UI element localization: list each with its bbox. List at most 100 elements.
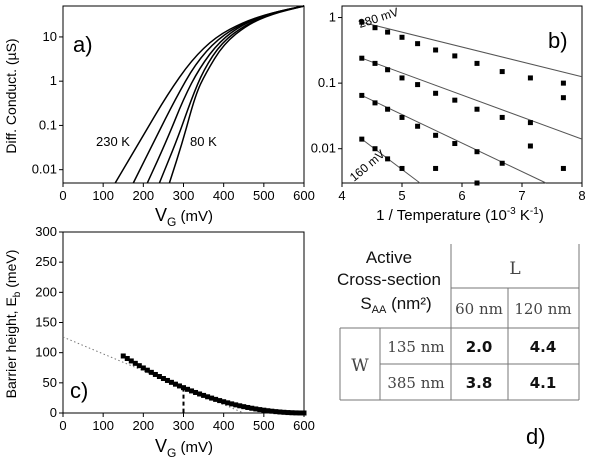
panel-c-point	[152, 371, 158, 377]
panel-a-annotation-80k: 80 K	[190, 134, 217, 149]
panel-c-point	[265, 408, 271, 414]
panel-c-xlabel-main: V	[155, 436, 167, 456]
panel-c-point	[229, 401, 235, 407]
panel-b-point	[527, 75, 533, 81]
panel-c-point	[233, 402, 239, 408]
panel-b-point	[399, 114, 405, 120]
panel-a: 0 100 200 300 400 500 600 0.01 0.1 1 10 230 K 80 K…	[3, 5, 315, 229]
panel-b-xlabel-unit-exp: -1	[530, 206, 539, 217]
panel-c-point	[237, 403, 243, 409]
panel-c-xtick-label: 100	[92, 418, 114, 433]
panel-c-point	[269, 408, 275, 414]
panel-a-annotation-230k: 230 K	[96, 134, 130, 149]
table-header-unit-text: (nm²)	[386, 294, 431, 313]
panel-c-xtick-label: 400	[213, 418, 235, 433]
panel-b-point	[527, 120, 533, 126]
panel-b-xtick-label: 5	[398, 188, 405, 203]
panel-b-fit-3	[361, 94, 547, 184]
table-row-label-135: 135 nm	[387, 338, 444, 356]
panel-c-point	[148, 369, 154, 375]
panel-a-curve-1	[114, 5, 305, 184]
panel-b-point	[433, 47, 439, 53]
panel-c-ylabel-sub: b	[12, 291, 23, 297]
panel-c-point	[193, 389, 199, 395]
table-header-unit-main: S	[360, 294, 371, 313]
panel-a-xlabel-unit: (mV)	[176, 208, 213, 225]
panel-b-point	[385, 106, 391, 112]
panel-b-point	[399, 165, 405, 171]
panel-c-point	[221, 399, 227, 405]
panel-b-point	[452, 53, 458, 59]
panel-b-xlabel-unit: K	[516, 207, 530, 224]
panel-c-xlabel: VG (mV)	[155, 436, 213, 460]
panel-b-point	[433, 132, 439, 138]
panel-b-xtick-label: 8	[578, 188, 585, 203]
panel-b-point	[372, 146, 378, 152]
table-header-unit-sub: AA	[372, 304, 387, 316]
panel-a-xtick-label: 500	[253, 188, 275, 203]
table-header-unit: SAA (nm²)	[360, 294, 431, 316]
panel-c-point	[209, 395, 215, 401]
panel-b-annotation-280mv: 280 mV	[357, 5, 401, 31]
panel-b-point	[527, 143, 533, 149]
panel-b-point	[385, 29, 391, 35]
panel-c-xtick-label: 300	[173, 418, 195, 433]
table-col-header-120: 120 nm	[514, 300, 571, 318]
panel-c-point	[132, 360, 138, 366]
panel-b-point	[433, 90, 439, 96]
panel-b-xlabel-close: )	[539, 207, 544, 224]
panel-c-point	[225, 400, 231, 406]
panel-c-point	[181, 385, 186, 391]
panel-b-point	[433, 165, 439, 171]
panel-b-xtick-label: 4	[338, 188, 345, 203]
panel-b-point	[359, 92, 365, 98]
panel-c-point	[197, 391, 203, 397]
panel-c-point	[281, 409, 287, 415]
table-cell-385-60: 3.8	[466, 374, 493, 392]
panel-b-point	[452, 97, 458, 103]
panel-b-ytick-label: 0.01	[311, 141, 336, 156]
panel-b-fit-4	[361, 138, 421, 184]
panel-a-ytick-label: 0.01	[32, 162, 57, 177]
panel-c-point	[164, 377, 170, 383]
panel-c-point	[297, 410, 303, 416]
panel-b-fit-2	[361, 57, 583, 140]
panel-c-xlabel-unit: (mV)	[176, 439, 213, 456]
panel-b-point	[474, 60, 480, 66]
panel-c-point	[136, 363, 142, 369]
panel-c-points	[120, 353, 307, 416]
panel-c-point	[172, 381, 178, 387]
panel-c-ytick-label: 300	[35, 224, 57, 239]
panel-c-ytick-label: 50	[43, 375, 57, 390]
table-cell-135-60: 2.0	[466, 338, 493, 356]
panel-b-point	[415, 123, 421, 129]
panel-b-ytick-label: 0.1	[318, 75, 336, 90]
panel-c-ylabel: Barrier height, Eb (meV)	[3, 250, 23, 399]
panel-b-point	[474, 106, 480, 112]
panel-b-point	[499, 69, 505, 75]
panel-a-xlabel: VG (mV)	[155, 205, 213, 229]
panel-c-point	[140, 365, 146, 371]
panel-b-points	[359, 19, 566, 186]
panel-c-point	[293, 410, 299, 416]
panel-b-point	[474, 180, 480, 186]
panel-b-point	[474, 149, 480, 155]
panel-b-fit-1	[361, 21, 583, 78]
panel-c-point	[185, 386, 191, 392]
panel-a-frame	[62, 5, 305, 184]
panel-c-point	[253, 406, 259, 412]
panel-c-ytick-label: 200	[35, 284, 57, 299]
panel-c-point	[241, 404, 247, 410]
panel-b-point	[372, 25, 378, 31]
panel-c-point	[245, 404, 251, 410]
panel-a-ticks: 0 100 200 300 400 500 600 0.01 0.1 1 10	[32, 29, 315, 203]
panel-c-ylabel-main: Barrier height, E	[3, 297, 19, 398]
table-row-group: W	[351, 356, 369, 376]
panel-c-point	[285, 410, 291, 416]
panel-b-point	[499, 114, 505, 120]
panel-c-label: c)	[70, 378, 88, 403]
panel-b-point	[372, 100, 378, 106]
panel-a-xlabel-sub: G	[167, 215, 176, 229]
panel-c-point	[261, 407, 267, 413]
